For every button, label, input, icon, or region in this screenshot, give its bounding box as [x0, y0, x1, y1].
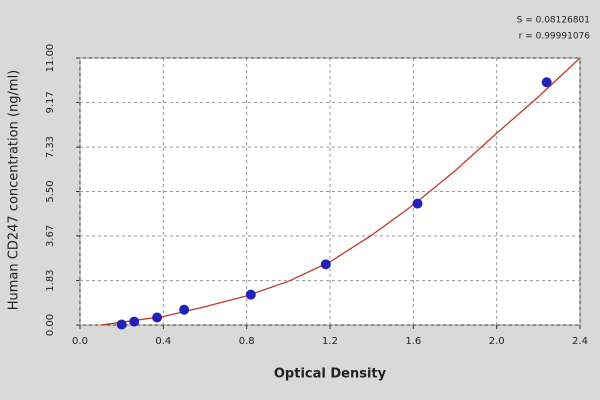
x-axis-label: Optical Density [274, 367, 387, 382]
y-tick-label: 7.33 [45, 136, 56, 158]
y-axis-label: Human CD247 concentration (ng/ml) [7, 70, 22, 311]
data-point [412, 198, 423, 209]
data-point [179, 304, 190, 315]
y-tick-label: 0.00 [45, 314, 56, 336]
data-point [152, 312, 163, 323]
y-tick-label: 1.83 [45, 269, 56, 291]
y-tick-label: 9.17 [45, 91, 56, 113]
data-point [245, 289, 256, 300]
y-tick-label: 3.67 [45, 225, 56, 247]
data-point [116, 319, 127, 330]
data-point [129, 316, 140, 327]
y-tick-label: 5.50 [45, 180, 56, 202]
y-tick-label: 11.00 [45, 44, 56, 73]
annotation: r = 0.99991076 [519, 32, 591, 42]
x-tick-label: 0.8 [239, 336, 255, 347]
data-point [541, 77, 552, 88]
x-tick-label: 1.6 [405, 336, 421, 347]
fit-curve [100, 57, 581, 326]
x-tick-label: 2.4 [572, 336, 588, 347]
x-tick-label: 0.0 [72, 336, 88, 347]
x-tick-label: 0.4 [155, 336, 171, 347]
x-tick-label: 2.0 [489, 336, 505, 347]
annotation: S = 0.08126801 [517, 16, 590, 26]
x-tick-label: 1.2 [322, 336, 338, 347]
data-point [320, 259, 331, 270]
